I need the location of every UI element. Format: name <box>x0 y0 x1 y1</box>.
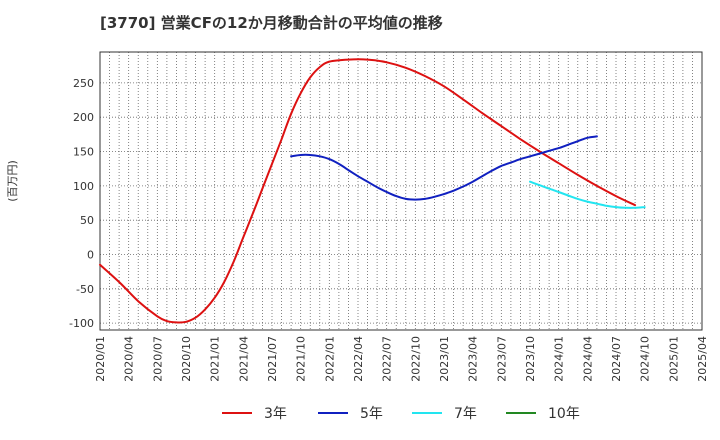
y-tick-label: 250 <box>73 77 94 90</box>
x-tick-label: 2024/10 <box>639 336 652 382</box>
y-tick-label: 100 <box>73 180 94 193</box>
plot-border <box>99 51 703 331</box>
legend-label-1: 5年 <box>360 406 383 422</box>
x-tick-label: 2024/07 <box>610 336 623 382</box>
legend-label-3: 10年 <box>548 406 580 422</box>
chart-title: [3770] 営業CFの12か月移動合計の平均値の推移 <box>100 14 443 32</box>
y-tick-label: 150 <box>73 146 94 159</box>
x-tick-label: 2020/01 <box>94 336 107 382</box>
x-tick-label: 2021/07 <box>266 336 279 382</box>
x-tick-label: 2022/01 <box>323 336 336 382</box>
x-tick-label: 2024/01 <box>553 336 566 382</box>
x-tick-label: 2022/10 <box>409 336 422 382</box>
x-tick-label: 2021/10 <box>295 336 308 382</box>
y-axis-label: (百万円) <box>6 160 19 202</box>
x-tick-label: 2023/01 <box>438 336 451 382</box>
series-line-2 <box>529 180 646 209</box>
plot-area <box>100 52 702 330</box>
legend-label-0: 3年 <box>264 406 287 422</box>
x-tick-label: 2022/07 <box>381 336 394 382</box>
x-tick-label: 2022/04 <box>352 336 365 382</box>
x-tick-label: 2020/04 <box>123 336 136 382</box>
y-tick-label: -100 <box>69 317 94 330</box>
x-tick-label: 2020/07 <box>151 336 164 382</box>
y-tick-label: 200 <box>73 111 94 124</box>
x-tick-label: 2025/01 <box>667 336 680 382</box>
x-tick-label: 2020/10 <box>180 336 193 382</box>
series-line-0 <box>99 58 637 324</box>
grid <box>99 52 703 330</box>
x-tick-label: 2023/10 <box>524 336 537 382</box>
y-tick-label: -50 <box>76 283 94 296</box>
x-tick-label: 2025/04 <box>696 336 709 382</box>
x-tick-label: 2023/04 <box>467 336 480 382</box>
y-tick-label: 0 <box>87 248 94 261</box>
legend-label-2: 7年 <box>454 406 477 422</box>
x-tick-label: 2024/04 <box>581 336 594 382</box>
x-tick-label: 2021/01 <box>209 336 222 382</box>
x-tick-label: 2021/04 <box>237 336 250 382</box>
series-line-1 <box>290 135 598 201</box>
y-tick-label: 50 <box>80 214 94 227</box>
x-tick-label: 2023/07 <box>495 336 508 382</box>
